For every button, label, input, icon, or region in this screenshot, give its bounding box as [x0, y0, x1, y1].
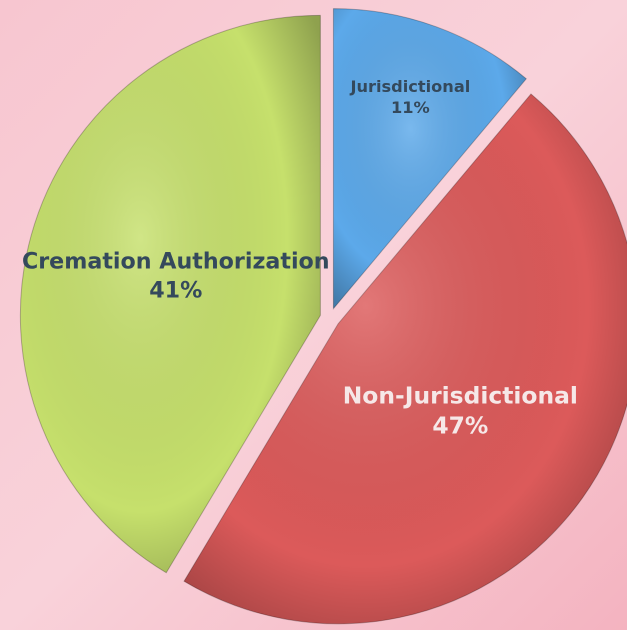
- slice-label: Jurisdictional: [349, 77, 470, 96]
- value-label: 41%: [149, 277, 202, 303]
- slice-label: Non-Jurisdictional: [343, 381, 578, 409]
- slice-shading: [184, 93, 627, 624]
- slice-shading: [20, 15, 321, 573]
- value-label: 47%: [432, 412, 488, 440]
- labels: Jurisdictional 11% Non-Jurisdictional 47% Cr…: [22, 77, 578, 440]
- slice-shading: [333, 8, 527, 309]
- value-label: 11%: [391, 98, 430, 117]
- pie: [19, 8, 627, 625]
- slice-label: Cremation Authorization: [22, 249, 330, 275]
